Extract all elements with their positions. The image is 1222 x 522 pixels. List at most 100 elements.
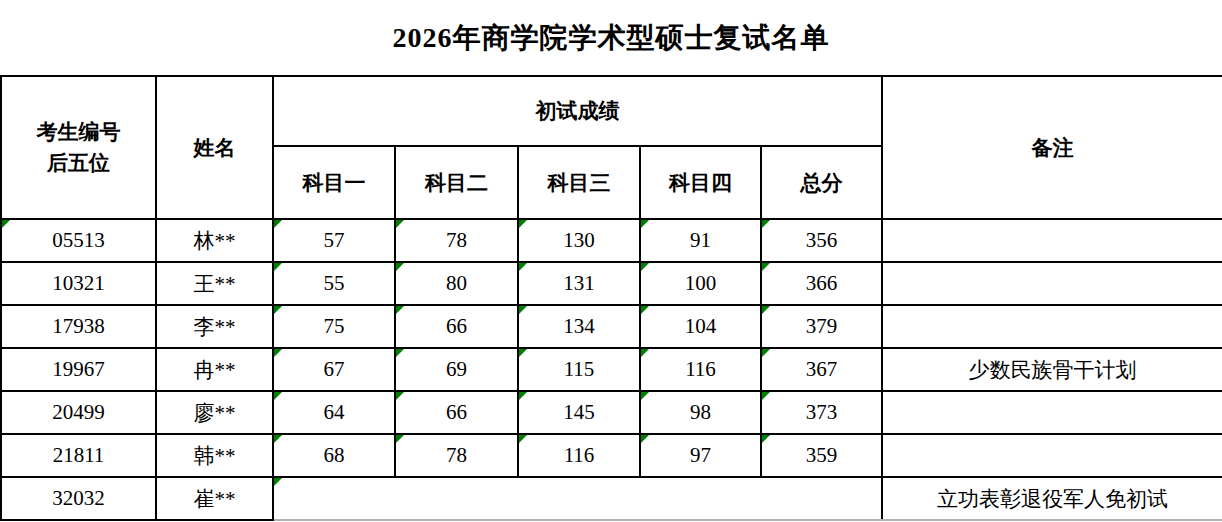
name-cell[interactable]: 崔**: [156, 477, 273, 520]
subject1-cell[interactable]: 68: [273, 434, 395, 477]
excel-error-flag-icon: [641, 263, 649, 271]
total-value: 359: [806, 443, 838, 467]
remark-cell[interactable]: 立功表彰退役军人免初试: [882, 477, 1222, 520]
subject3-cell[interactable]: 145: [518, 391, 640, 434]
merged-empty-scores-cell[interactable]: [273, 477, 882, 520]
candidate-id-cell[interactable]: 19967: [1, 348, 156, 391]
remark-cell[interactable]: 少数民族骨干计划: [882, 348, 1222, 391]
table-row: 32032 崔** 立功表彰退役军人免初试: [1, 477, 1222, 520]
candidate-id-value: 32032: [52, 486, 105, 510]
excel-error-flag-icon: [274, 263, 282, 271]
candidate-id-value: 21811: [53, 443, 105, 467]
subject3-cell[interactable]: 131: [518, 262, 640, 305]
candidate-id-cell[interactable]: 17938: [1, 305, 156, 348]
score-value: 91: [690, 228, 711, 252]
total-value: 356: [806, 228, 838, 252]
header-candidate-id-line2: 后五位: [2, 148, 155, 178]
header-initial-scores-label: 初试成绩: [536, 99, 620, 123]
remark-cell[interactable]: [882, 305, 1222, 348]
table-row: 19967 冉** 67 69 115 116 367 少数民族骨干计划: [1, 348, 1222, 391]
total-cell[interactable]: 359: [761, 434, 882, 477]
score-value: 115: [564, 357, 595, 381]
subject4-cell[interactable]: 116: [640, 348, 761, 391]
candidate-id-cell[interactable]: 10321: [1, 262, 156, 305]
subject2-cell[interactable]: 78: [395, 434, 518, 477]
subject1-cell[interactable]: 55: [273, 262, 395, 305]
name-cell[interactable]: 王**: [156, 262, 273, 305]
subject2-cell[interactable]: 69: [395, 348, 518, 391]
excel-error-flag-icon: [274, 306, 282, 314]
score-value: 55: [324, 271, 345, 295]
excel-error-flag-icon: [519, 435, 527, 443]
subject2-cell[interactable]: 78: [395, 219, 518, 262]
score-value: 68: [324, 443, 345, 467]
name-cell[interactable]: 廖**: [156, 391, 273, 434]
header-subject3[interactable]: 科目三: [518, 146, 640, 219]
subject4-cell[interactable]: 97: [640, 434, 761, 477]
subject2-cell[interactable]: 66: [395, 391, 518, 434]
subject1-cell[interactable]: 67: [273, 348, 395, 391]
remark-cell[interactable]: [882, 434, 1222, 477]
candidate-id-cell[interactable]: 05513: [1, 219, 156, 262]
score-value: 100: [685, 271, 717, 295]
name-value: 冉**: [194, 358, 236, 382]
header-remarks[interactable]: 备注: [882, 76, 1222, 219]
name-cell[interactable]: 李**: [156, 305, 273, 348]
candidate-id-cell[interactable]: 20499: [1, 391, 156, 434]
header-total[interactable]: 总分: [761, 146, 882, 219]
total-cell[interactable]: 356: [761, 219, 882, 262]
excel-error-flag-icon: [274, 349, 282, 357]
excel-error-flag-icon: [396, 306, 404, 314]
subject2-cell[interactable]: 80: [395, 262, 518, 305]
subject4-cell[interactable]: 98: [640, 391, 761, 434]
candidate-id-value: 17938: [52, 314, 105, 338]
header-subject2-label: 科目二: [425, 171, 488, 195]
header-subject1[interactable]: 科目一: [273, 146, 395, 219]
subject2-cell[interactable]: 66: [395, 305, 518, 348]
header-initial-scores-group[interactable]: 初试成绩: [273, 76, 882, 146]
header-subject4[interactable]: 科目四: [640, 146, 761, 219]
subject3-cell[interactable]: 134: [518, 305, 640, 348]
score-value: 57: [324, 228, 345, 252]
name-cell[interactable]: 韩**: [156, 434, 273, 477]
total-cell[interactable]: 373: [761, 391, 882, 434]
name-cell[interactable]: 林**: [156, 219, 273, 262]
roster-table: 考生编号 后五位 姓名 初试成绩 备注 科目一 科目二 科目三 科目四 总分 0: [0, 75, 1222, 521]
header-candidate-id[interactable]: 考生编号 后五位: [1, 76, 156, 219]
excel-error-flag-icon: [762, 306, 770, 314]
score-value: 145: [563, 400, 595, 424]
name-value: 崔**: [194, 487, 236, 511]
excel-error-flag-icon: [641, 349, 649, 357]
candidate-id-cell[interactable]: 21811: [1, 434, 156, 477]
table-row: 05513 林** 57 78 130 91 356: [1, 219, 1222, 262]
total-cell[interactable]: 379: [761, 305, 882, 348]
score-value: 66: [446, 314, 467, 338]
name-cell[interactable]: 冉**: [156, 348, 273, 391]
candidate-id-value: 10321: [52, 271, 105, 295]
header-subject1-label: 科目一: [303, 171, 366, 195]
header-name[interactable]: 姓名: [156, 76, 273, 219]
subject1-cell[interactable]: 64: [273, 391, 395, 434]
remark-cell[interactable]: [882, 219, 1222, 262]
candidate-id-cell[interactable]: 32032: [1, 477, 156, 520]
excel-error-flag-icon: [2, 220, 10, 228]
total-cell[interactable]: 367: [761, 348, 882, 391]
remark-cell[interactable]: [882, 391, 1222, 434]
subject3-cell[interactable]: 130: [518, 219, 640, 262]
header-subject3-label: 科目三: [548, 171, 611, 195]
subject1-cell[interactable]: 75: [273, 305, 395, 348]
score-value: 131: [563, 271, 595, 295]
header-subject2[interactable]: 科目二: [395, 146, 518, 219]
subject1-cell[interactable]: 57: [273, 219, 395, 262]
subject4-cell[interactable]: 104: [640, 305, 761, 348]
subject4-cell[interactable]: 91: [640, 219, 761, 262]
remark-cell[interactable]: [882, 262, 1222, 305]
subject3-cell[interactable]: 115: [518, 348, 640, 391]
candidate-id-value: 20499: [52, 400, 105, 424]
table-row: 17938 李** 75 66 134 104 379: [1, 305, 1222, 348]
subject4-cell[interactable]: 100: [640, 262, 761, 305]
subject3-cell[interactable]: 116: [518, 434, 640, 477]
excel-error-flag-icon: [396, 435, 404, 443]
total-cell[interactable]: 366: [761, 262, 882, 305]
candidate-id-value: 19967: [52, 357, 105, 381]
